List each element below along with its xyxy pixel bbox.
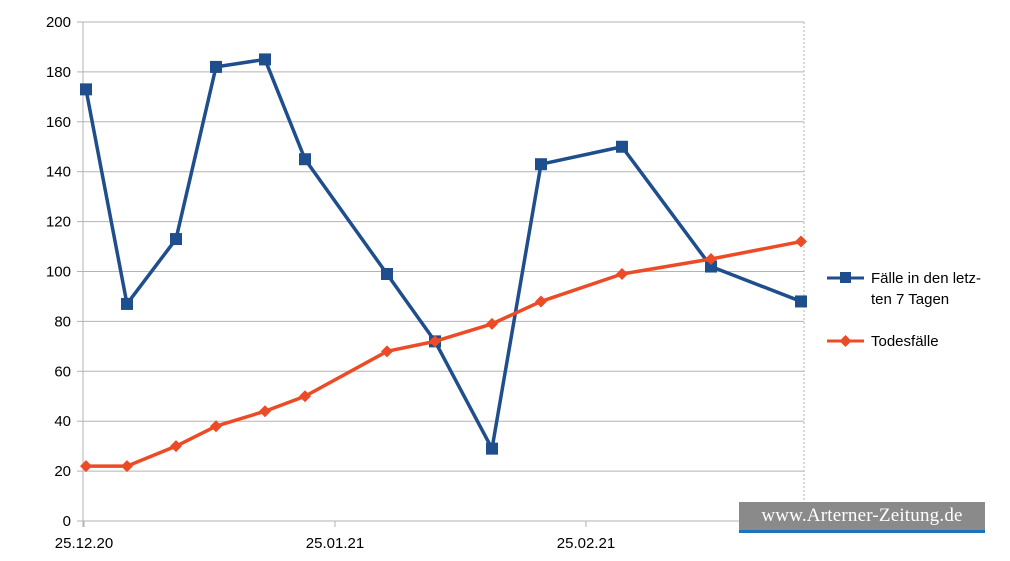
series-1-point-1 bbox=[121, 460, 133, 473]
legend: Fälle in den letz- ten 7 Tagen Todesfäll… bbox=[827, 270, 981, 350]
series-0-point-0 bbox=[80, 83, 92, 96]
series-0-point-1 bbox=[121, 297, 133, 310]
y-tick-label-60: 60 bbox=[54, 363, 71, 380]
y-tick-label-160: 160 bbox=[46, 114, 71, 131]
series-1-point-2 bbox=[170, 440, 182, 453]
series-0-point-8 bbox=[486, 442, 498, 455]
watermark-badge: www.Arterner-Zeitung.de bbox=[739, 502, 985, 533]
series-1-point-7 bbox=[429, 335, 441, 348]
series-0-point-5 bbox=[299, 153, 311, 166]
y-tick-label-200: 200 bbox=[46, 14, 71, 31]
legend-label-deaths: Todesfälle bbox=[871, 333, 939, 350]
series-1-point-5 bbox=[299, 390, 311, 403]
series-0-point-12 bbox=[795, 295, 807, 308]
x-tick-label-2: 25.02.21 bbox=[557, 535, 615, 552]
series-1-point-9 bbox=[535, 295, 547, 308]
series-1-point-11 bbox=[705, 253, 717, 266]
series-0-point-11 bbox=[705, 260, 717, 273]
series-1-point-10 bbox=[616, 267, 628, 280]
y-tick-label-20: 20 bbox=[54, 463, 71, 480]
series-1-point-3 bbox=[210, 420, 222, 433]
legend-marker-cases bbox=[840, 272, 851, 283]
legend-marker-deaths bbox=[839, 335, 852, 347]
series-1-point-8 bbox=[486, 317, 498, 330]
series-0-point-6 bbox=[381, 267, 393, 280]
series-1-point-0 bbox=[80, 460, 92, 473]
series-0-point-2 bbox=[170, 233, 182, 246]
series-group bbox=[80, 53, 807, 473]
legend-label-cases-line1: Fälle in den letz- bbox=[871, 270, 981, 287]
series-1-point-6 bbox=[381, 345, 393, 358]
legend-label-cases-line2: ten 7 Tagen bbox=[871, 291, 949, 308]
series-line-0 bbox=[84, 57, 802, 451]
x-axis-tick-labels: 25.12.20 25.01.21 25.02.21 bbox=[55, 535, 615, 552]
y-tick-label-80: 80 bbox=[54, 313, 71, 330]
series-0-point-3 bbox=[210, 60, 222, 73]
series-1-point-12 bbox=[795, 235, 807, 248]
x-tick-label-0: 25.12.20 bbox=[55, 535, 113, 552]
series-0-point-9 bbox=[535, 158, 547, 171]
series-1-point-4 bbox=[259, 405, 271, 418]
series-0-point-4 bbox=[259, 53, 271, 66]
y-tick-label-40: 40 bbox=[54, 413, 71, 430]
grid-lines bbox=[77, 21, 804, 527]
watermark-text: www.Arterner-Zeitung.de bbox=[761, 505, 963, 526]
series-0-point-10 bbox=[616, 140, 628, 153]
axes bbox=[82, 22, 805, 527]
x-tick-label-1: 25.01.21 bbox=[306, 535, 364, 552]
y-tick-label-180: 180 bbox=[46, 64, 71, 81]
y-tick-label-140: 140 bbox=[46, 164, 71, 181]
y-tick-label-120: 120 bbox=[46, 214, 71, 231]
y-tick-label-100: 100 bbox=[46, 264, 71, 281]
y-axis-tick-labels: 0 20 40 60 80 100 120 140 160 180 200 bbox=[46, 14, 71, 530]
y-tick-label-0: 0 bbox=[63, 513, 71, 530]
